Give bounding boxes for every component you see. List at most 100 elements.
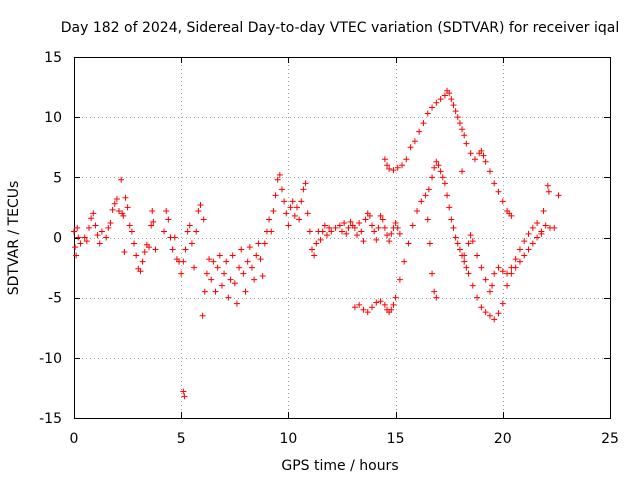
data-point <box>390 301 397 308</box>
data-point <box>478 304 485 311</box>
x-tick-label: 0 <box>70 431 79 447</box>
data-point <box>88 215 95 222</box>
data-point <box>486 288 493 295</box>
data-point <box>478 264 485 271</box>
data-point <box>339 228 345 235</box>
data-point <box>486 312 493 319</box>
data-point <box>364 309 371 316</box>
data-point <box>92 222 99 229</box>
data-point <box>450 102 457 109</box>
data-point <box>86 224 93 231</box>
data-point <box>482 276 489 283</box>
data-point <box>231 280 238 287</box>
y-tick-label: -5 <box>48 291 62 307</box>
data-point <box>126 222 133 229</box>
data-point <box>81 234 88 241</box>
data-point <box>381 156 388 163</box>
data-point <box>221 270 228 277</box>
data-point <box>482 309 489 316</box>
data-point <box>90 210 97 217</box>
data-point <box>109 206 116 213</box>
data-point <box>486 168 493 175</box>
data-point <box>448 96 455 103</box>
data-point <box>206 256 213 263</box>
data-point <box>508 212 515 219</box>
data-point <box>512 256 519 263</box>
data-point <box>283 210 290 217</box>
data-point <box>529 224 536 231</box>
data-point <box>287 204 294 211</box>
data-point <box>163 208 170 215</box>
data-point <box>471 156 478 163</box>
data-point <box>456 246 463 253</box>
data-point <box>422 192 429 199</box>
data-point <box>255 240 262 247</box>
data-point <box>433 294 440 301</box>
data-point <box>463 264 470 271</box>
data-point <box>431 164 438 171</box>
data-point <box>499 198 506 205</box>
data-point <box>416 128 423 135</box>
data-point <box>261 240 268 247</box>
data-point <box>270 208 277 215</box>
data-point <box>304 210 311 217</box>
x-tick-label: 10 <box>279 431 297 447</box>
data-point <box>555 192 562 199</box>
data-point <box>433 158 440 165</box>
data-point <box>146 244 153 251</box>
data-point <box>332 224 339 231</box>
data-point <box>540 208 547 215</box>
data-point <box>354 232 361 239</box>
data-point <box>495 264 502 271</box>
data-point <box>516 246 523 253</box>
data-point <box>377 212 384 219</box>
y-tick-label: 10 <box>44 110 62 126</box>
data-point <box>424 110 431 117</box>
data-point <box>441 180 448 187</box>
data-point <box>300 186 307 193</box>
data-point <box>521 252 528 259</box>
data-point <box>504 270 511 277</box>
data-point <box>482 158 489 165</box>
data-point <box>319 228 326 235</box>
data-point <box>214 264 221 271</box>
data-point <box>182 246 189 253</box>
data-point <box>388 230 395 237</box>
data-point <box>495 188 502 195</box>
data-point <box>414 208 421 215</box>
data-point <box>120 212 127 219</box>
data-point <box>105 224 112 231</box>
data-point <box>529 240 536 247</box>
data-point <box>403 156 410 163</box>
data-point <box>525 246 532 253</box>
data-point <box>431 288 438 295</box>
x-tick-label: 15 <box>387 431 405 447</box>
x-axis-title: GPS time / hours <box>281 458 398 474</box>
data-point <box>238 246 245 253</box>
data-point <box>240 270 247 277</box>
x-tick-label: 25 <box>601 431 619 447</box>
data-point <box>285 222 292 229</box>
data-point <box>169 246 176 253</box>
data-point <box>441 92 448 99</box>
data-point <box>375 224 382 231</box>
data-point <box>313 240 320 247</box>
data-point <box>381 224 388 231</box>
data-point <box>366 212 373 219</box>
data-point <box>186 222 193 229</box>
data-point <box>426 240 433 247</box>
data-point <box>360 238 367 245</box>
data-point <box>326 224 333 231</box>
data-point <box>343 230 350 237</box>
data-point <box>454 240 461 247</box>
data-point <box>96 240 103 247</box>
data-point <box>124 204 131 211</box>
data-point <box>113 195 120 202</box>
data-point <box>180 388 187 395</box>
data-point <box>390 167 397 174</box>
data-point <box>77 240 84 247</box>
data-point <box>358 228 365 235</box>
data-point <box>178 270 185 277</box>
data-point <box>448 216 455 223</box>
